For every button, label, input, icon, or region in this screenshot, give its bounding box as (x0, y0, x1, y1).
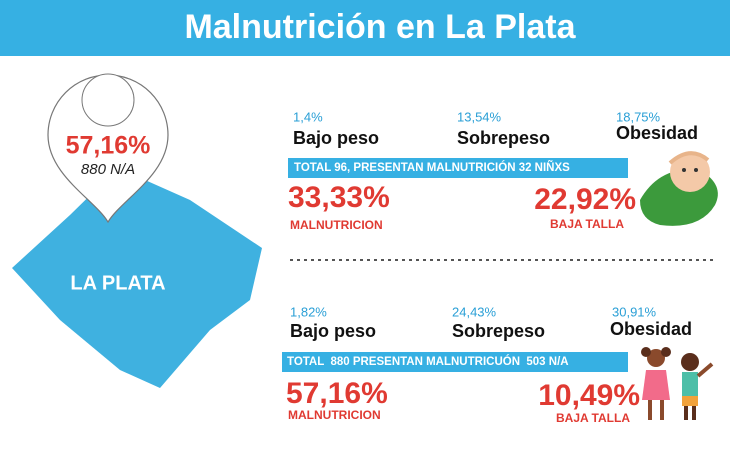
stunting-label: BAJA TALLA (556, 411, 630, 425)
stat-label: Bajo peso (293, 128, 379, 148)
stat-percent: 24,43% (452, 304, 497, 319)
banner-bar (288, 158, 628, 178)
stat-label: Bajo peso (290, 321, 376, 341)
stat-label: Sobrepeso (452, 321, 545, 341)
title: Malnutrición en La Plata (184, 8, 576, 46)
malnutrition-percent: 33,33% (288, 181, 390, 214)
region-percent: 57,16% (66, 132, 151, 160)
region-name: LA PLATA (70, 272, 165, 294)
stat-label: Sobrepeso (457, 128, 550, 148)
banner-bar (282, 352, 628, 372)
stat-label: Obesidad (616, 123, 698, 143)
baby-icon (640, 151, 718, 226)
stat-label: Obesidad (610, 319, 692, 339)
stunting-percent: 22,92% (534, 183, 636, 216)
stunting-label: BAJA TALLA (550, 217, 624, 231)
kids-icon (641, 347, 714, 420)
malnutrition-label: MALNUTRICION (290, 218, 383, 232)
banner-text: TOTAL 96, PRESENTAN MALNUTRICIÓN 32 NIÑX… (294, 161, 570, 174)
stat-percent: 18,75% (616, 109, 661, 124)
banner-text: TOTAL 880 PRESENTAN MALNUTRICUÓN 503 N/A (287, 355, 569, 368)
stat-percent: 13,54% (457, 109, 502, 124)
pin-hole (81, 73, 135, 127)
malnutrition-percent: 57,16% (286, 377, 388, 410)
region-shape (12, 168, 262, 388)
stat-percent: 30,91% (612, 304, 657, 319)
region-note: 880 N/A (81, 161, 135, 178)
stunting-percent: 10,49% (538, 379, 640, 412)
malnutrition-label: MALNUTRICION (288, 408, 381, 422)
stat-percent: 1,4% (293, 109, 323, 124)
stat-percent: 1,82% (290, 304, 327, 319)
header-bar (0, 0, 730, 56)
